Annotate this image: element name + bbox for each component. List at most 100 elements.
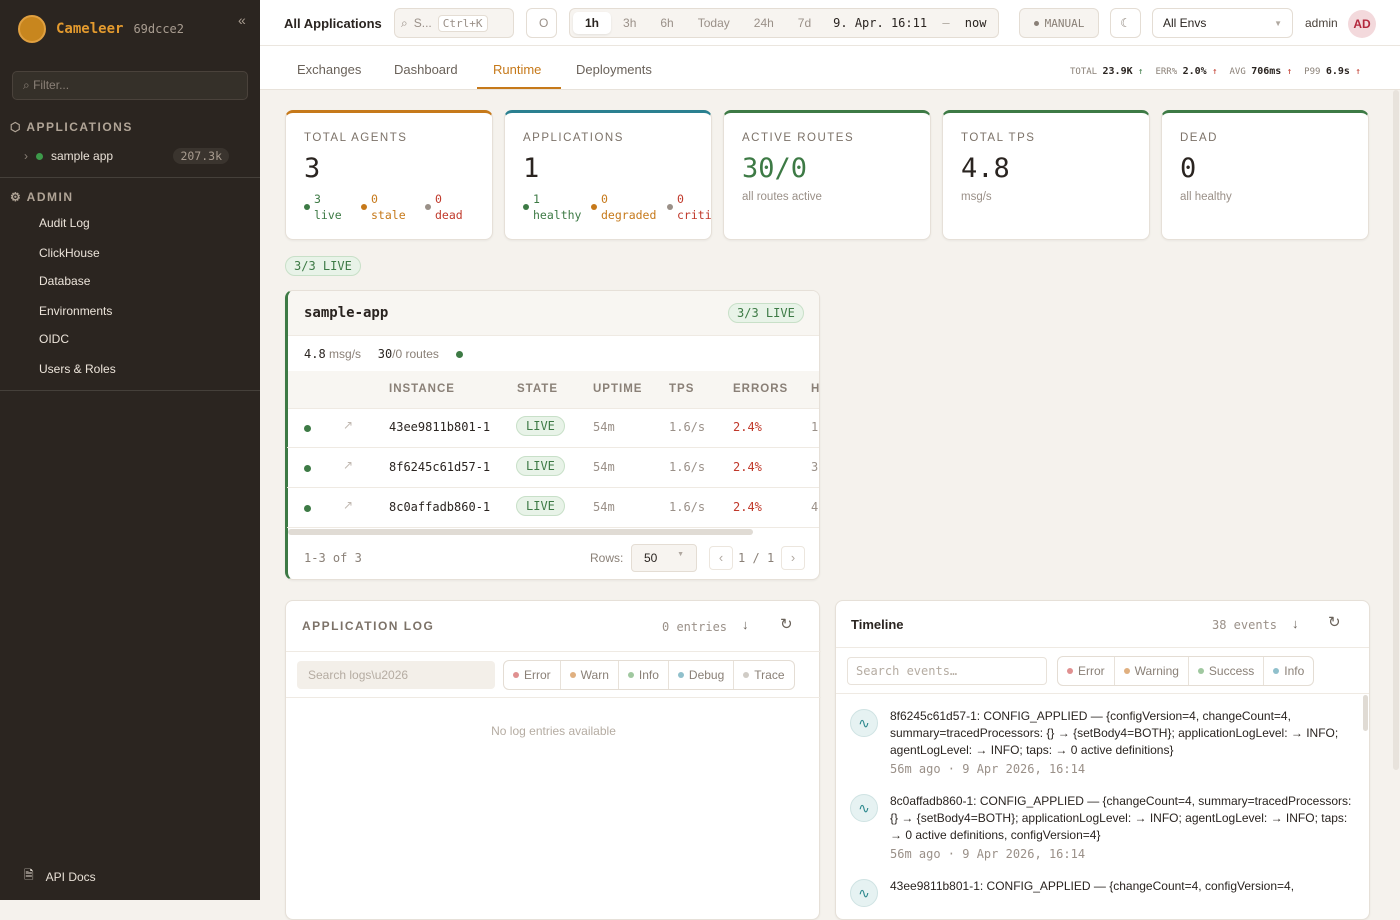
page-title: All Applications [284, 16, 382, 31]
uptime: 54m [593, 420, 615, 434]
sidebar-item-oidc[interactable]: OIDC [39, 332, 69, 346]
tab-bar: Exchanges Dashboard Runtime Deployments [260, 46, 1400, 90]
log-filter-warn[interactable]: Warn [561, 661, 619, 689]
sort-down-icon[interactable]: ↓ [742, 617, 749, 632]
range-24h[interactable]: 24h [753, 16, 774, 30]
tab-exchanges[interactable]: Exchanges [297, 62, 362, 77]
event-time: 56m ago · 9 Apr 2026, 16:14 [890, 847, 1086, 861]
external-link-icon[interactable]: ↗ [343, 418, 354, 432]
instance-status-dot [304, 465, 311, 472]
next-page-button[interactable]: › [781, 546, 805, 570]
log-filter-debug[interactable]: Debug [669, 661, 735, 689]
timeline-filter-warning[interactable]: Warning [1115, 657, 1189, 685]
timeline-event[interactable]: 8f6245c61d57-1: CONFIG_APPLIED — {config… [890, 708, 1355, 778]
timeline-search-input[interactable]: Search events… [847, 657, 1047, 685]
table-row[interactable]: ↗ 8c0affadb860-1 LIVE 54m 1.6/s 2.4% 4 [287, 488, 819, 528]
instance-id[interactable]: 8f6245c61d57-1 [389, 460, 491, 474]
sidebar-item-clickhouse[interactable]: ClickHouse [39, 246, 100, 260]
sidebar-item-environments[interactable]: Environments [39, 304, 113, 318]
log-filter-info[interactable]: Info [619, 661, 669, 689]
sidebar-filter-input[interactable]: ⌕ Filter... [12, 71, 248, 100]
log-filter-error[interactable]: Error [504, 661, 561, 689]
timeline-count: 38 events [1212, 618, 1278, 632]
manual-refresh-toggle[interactable]: MANUAL [1019, 8, 1099, 38]
column-header-instance[interactable]: INSTANCE [389, 383, 455, 395]
time-range-selector[interactable]: 1h 3h 6h Today 24h 7d 9. Apr. 16:11 — now [569, 8, 999, 38]
document-icon: 🗎 [24, 868, 34, 882]
instance-id[interactable]: 8c0affadb860-1 [389, 500, 491, 514]
instance-status-dot [304, 505, 311, 512]
brand-version: 69dcce2 [133, 22, 185, 36]
log-search-input[interactable]: Search logs\u2026 [297, 661, 495, 689]
page-scrollbar[interactable] [1393, 90, 1399, 770]
tab-runtime[interactable]: Runtime [493, 62, 542, 77]
log-filter-trace[interactable]: Trace [734, 661, 793, 689]
column-header-errors[interactable]: ERRORS [733, 383, 789, 395]
theme-toggle-moon-icon[interactable]: ☾ [1110, 8, 1141, 38]
timeline-event[interactable]: 43ee9811b801-1: CONFIG_APPLIED — {change… [890, 878, 1355, 895]
range-today[interactable]: Today [697, 16, 730, 30]
h-value: 3 [811, 460, 819, 474]
prev-page-button[interactable]: ‹ [709, 546, 733, 570]
column-header-tps[interactable]: TPS [669, 383, 695, 395]
horizontal-scrollbar[interactable] [288, 529, 753, 535]
custom-time-range[interactable]: 9. Apr. 16:11 — now [833, 16, 987, 30]
table-row[interactable]: ↗ 8f6245c61d57-1 LIVE 54m 1.6/s 2.4% 3 [287, 448, 819, 488]
external-link-icon[interactable]: ↗ [343, 458, 354, 472]
gear-icon: ⚙ [10, 190, 23, 204]
app-card-title[interactable]: sample-app [304, 305, 389, 321]
timeline-event[interactable]: 8c0affadb860-1: CONFIG_APPLIED — {change… [890, 793, 1355, 863]
range-3h[interactable]: 3h [623, 16, 637, 30]
sidebar-app-sample-app[interactable]: › sample app 207.3k [24, 148, 229, 164]
state-badge: LIVE [516, 496, 565, 516]
activity-icon: ∿ [850, 709, 878, 737]
divider [0, 390, 260, 391]
breakdown-degraded: 0 degraded [591, 191, 656, 223]
chevron-down-icon: ▼ [1274, 18, 1282, 28]
tab-dashboard[interactable]: Dashboard [394, 62, 458, 77]
rows-label: Rows: [590, 551, 624, 565]
event-text: 8c0affadb860-1: CONFIG_APPLIED — {change… [890, 794, 1352, 842]
api-docs-link[interactable]: 🗎 API Docs [24, 866, 96, 887]
instance-id[interactable]: 43ee9811b801-1 [389, 420, 491, 434]
refresh-icon[interactable]: ↻ [1328, 614, 1341, 631]
range-7d[interactable]: 7d [797, 16, 812, 30]
external-link-icon[interactable]: ↗ [343, 498, 354, 512]
applications-header-label: APPLICATIONS [26, 120, 133, 134]
table-row[interactable]: ↗ 43ee9811b801-1 LIVE 54m 1.6/s 2.4% 1 [287, 408, 819, 448]
arrow-up-icon: ↑ [1355, 67, 1361, 77]
stat-card-total-agents: TOTAL AGENTS 3 3 live 0 stale 0 dead [285, 110, 493, 240]
admin-section-header[interactable]: ⚙ ADMIN [10, 190, 73, 204]
live-summary-badge: 3/3 LIVE [285, 256, 361, 276]
tps: 1.6/s [669, 460, 706, 474]
column-header-state[interactable]: STATE [517, 383, 558, 395]
sort-down-icon[interactable]: ↓ [1292, 616, 1299, 631]
search-button[interactable]: ⌕ S... Ctrl+K [394, 8, 514, 38]
log-title: APPLICATION LOG [302, 619, 435, 633]
page-indicator: 1 / 1 [738, 551, 775, 565]
range-6h[interactable]: 6h [660, 16, 674, 30]
timeline-event-filter: Error Warning Success Info [1057, 656, 1315, 686]
sidebar-item-database[interactable]: Database [39, 274, 91, 288]
rows-per-page-select[interactable]: 50 ▼ [631, 544, 697, 572]
sidebar-item-users-roles[interactable]: Users & Roles [39, 362, 116, 376]
applications-section-header[interactable]: ⬡ APPLICATIONS [10, 120, 133, 134]
h-value: 4 [811, 500, 819, 514]
timeline-filter-error[interactable]: Error [1058, 657, 1115, 685]
h-value: 1 [811, 420, 819, 434]
refresh-icon[interactable]: ↻ [780, 616, 793, 633]
column-header-h[interactable]: H [811, 383, 821, 395]
status-toggle[interactable]: O [526, 8, 557, 38]
timeline-scrollbar[interactable] [1363, 695, 1368, 731]
environment-select[interactable]: All Envs ▼ [1152, 8, 1293, 38]
range-1h[interactable]: 1h [573, 12, 612, 34]
log-level-filter: Error Warn Info Debug Trace [503, 660, 795, 690]
timeline-filter-info[interactable]: Info [1264, 657, 1313, 685]
user-avatar[interactable]: AD [1348, 10, 1376, 38]
sidebar-item-audit-log[interactable]: Audit Log [39, 216, 90, 230]
tab-deployments[interactable]: Deployments [576, 62, 652, 77]
column-header-uptime[interactable]: UPTIME [593, 383, 643, 395]
brand[interactable]: Cameleer 69dcce2 [18, 15, 184, 43]
collapse-sidebar-icon[interactable]: « [238, 12, 246, 28]
timeline-filter-success[interactable]: Success [1189, 657, 1265, 685]
